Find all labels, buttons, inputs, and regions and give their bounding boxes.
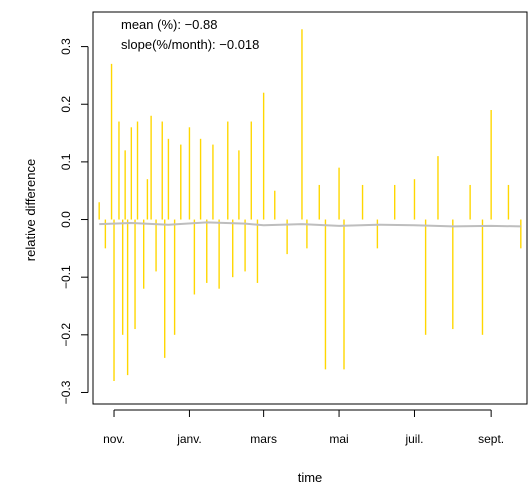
y-tick-label: 0.3 xyxy=(59,38,73,55)
y-tick-label: 0.2 xyxy=(59,96,73,113)
smoothed-line xyxy=(99,221,521,228)
annotation-slope: slope(%/month): −0.018 xyxy=(121,37,259,52)
y-tick-label: −0.3 xyxy=(59,380,73,404)
x-tick-label: juil. xyxy=(404,432,423,446)
smoothed-series xyxy=(99,221,521,228)
plot-frame xyxy=(92,11,528,405)
annotation-mean: mean (%): −0.88 xyxy=(121,17,217,32)
y-axis-title: relative difference xyxy=(23,159,38,261)
y-axis: −0.3 −0.2 −0.1 0.0 0.1 0.2 0.3 xyxy=(59,38,89,404)
raw-series xyxy=(98,29,522,381)
y-tick-label: −0.1 xyxy=(59,265,73,289)
x-tick-label: mai xyxy=(329,432,348,446)
x-tick-label: sept. xyxy=(478,432,504,446)
y-tick-label: −0.2 xyxy=(59,323,73,347)
y-tick-label: 0.0 xyxy=(59,211,73,228)
x-tick-label: nov. xyxy=(103,432,125,446)
y-tick-label: 0.1 xyxy=(59,153,73,170)
x-tick-label: mars xyxy=(250,432,277,446)
x-tick-label: janv. xyxy=(176,432,201,446)
x-axis-title: time xyxy=(298,470,323,485)
x-axis: nov. janv. mars mai juil. sept. xyxy=(103,409,504,446)
